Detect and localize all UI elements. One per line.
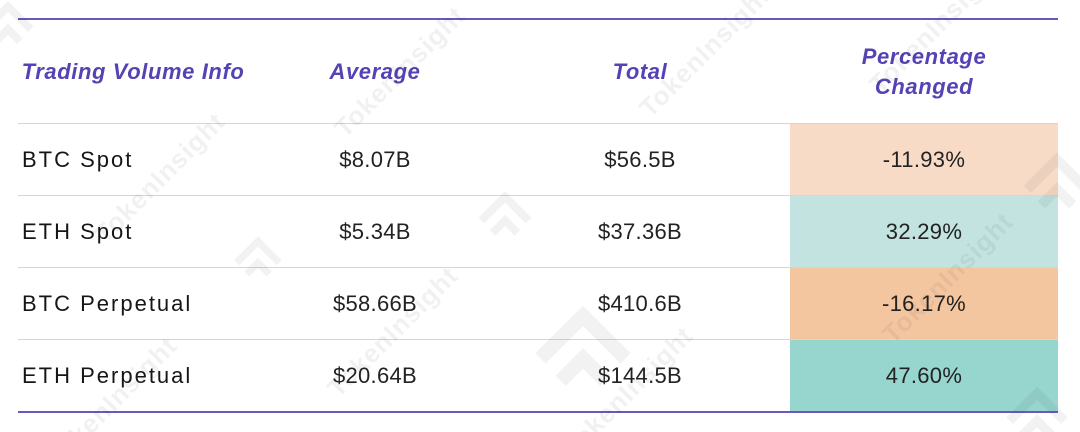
column-header-total: Total bbox=[612, 58, 668, 84]
column-header-trading-volume-info: Trading Volume Info bbox=[21, 58, 245, 84]
total-value: $144.5B bbox=[597, 362, 683, 388]
table-row: ETH Spot $5.34B $37.36B 32.29% bbox=[18, 195, 1058, 267]
average-value: $8.07B bbox=[339, 146, 411, 172]
percentage-changed-value: 32.29% bbox=[790, 196, 1058, 267]
row-label: ETH Spot bbox=[22, 218, 134, 244]
table-row: BTC Perpetual $58.66B $410.6B -16.17% bbox=[18, 267, 1058, 339]
total-value: $56.5B bbox=[604, 146, 676, 172]
trading-volume-table: Trading Volume Info Average Total Percen… bbox=[18, 18, 1058, 413]
table-row: BTC Spot $8.07B $56.5B -11.93% bbox=[18, 123, 1058, 195]
total-value: $410.6B bbox=[597, 290, 683, 316]
row-label: BTC Perpetual bbox=[22, 290, 193, 316]
total-value: $37.36B bbox=[597, 218, 683, 244]
average-value: $58.66B bbox=[332, 290, 418, 316]
row-label: BTC Spot bbox=[22, 146, 134, 172]
percentage-changed-value: 47.60% bbox=[790, 340, 1058, 411]
average-value: $5.34B bbox=[339, 218, 411, 244]
row-label: ETH Perpetual bbox=[22, 362, 193, 388]
percentage-changed-value: -16.17% bbox=[790, 268, 1058, 339]
column-header-average: Average bbox=[329, 58, 421, 84]
percentage-changed-value: -11.93% bbox=[790, 124, 1058, 195]
average-value: $20.64B bbox=[332, 362, 418, 388]
column-header-percentage-changed: Percentage Changed bbox=[861, 43, 987, 99]
table-header-row: Trading Volume Info Average Total Percen… bbox=[18, 20, 1058, 123]
table-row: ETH Perpetual $20.64B $144.5B 47.60% bbox=[18, 339, 1058, 411]
